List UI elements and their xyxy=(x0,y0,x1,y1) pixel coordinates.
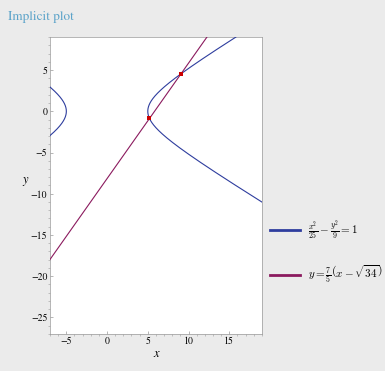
Text: Implicit plot: Implicit plot xyxy=(8,11,74,23)
Y-axis label: y: y xyxy=(22,173,28,186)
X-axis label: x: x xyxy=(153,348,159,360)
Text: $\frac{x^2}{25} - \frac{y^2}{9} = 1$: $\frac{x^2}{25} - \frac{y^2}{9} = 1$ xyxy=(308,218,358,242)
Text: $y = \frac{7}{5}\left(x - \sqrt{34}\right)$: $y = \frac{7}{5}\left(x - \sqrt{34}\righ… xyxy=(308,264,382,285)
